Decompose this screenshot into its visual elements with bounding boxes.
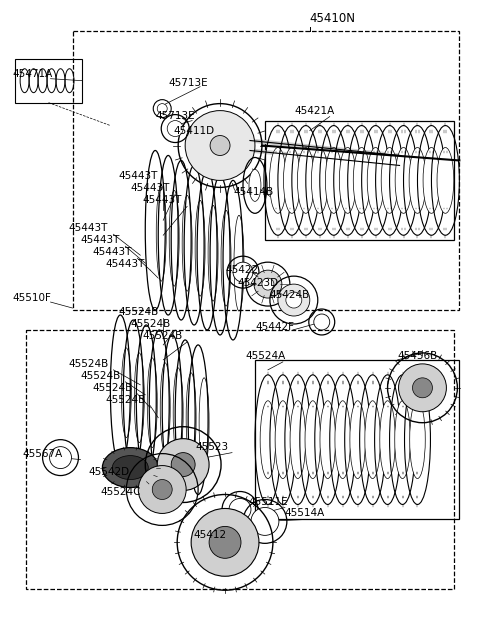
Text: 45411D: 45411D <box>173 126 214 135</box>
Ellipse shape <box>395 147 412 213</box>
Text: 45524B: 45524B <box>69 359 109 369</box>
Text: 45443T: 45443T <box>93 247 132 257</box>
Ellipse shape <box>381 147 398 213</box>
Ellipse shape <box>286 292 302 308</box>
Text: 45511E: 45511E <box>248 497 288 508</box>
Text: 45442F: 45442F <box>255 322 294 332</box>
Text: 45471A: 45471A <box>12 69 53 79</box>
Ellipse shape <box>102 447 158 488</box>
Text: 45422: 45422 <box>225 265 258 275</box>
Text: 45542D: 45542D <box>88 467 130 476</box>
Ellipse shape <box>251 508 279 535</box>
Ellipse shape <box>138 465 186 513</box>
Text: 45514A: 45514A <box>285 508 325 519</box>
Ellipse shape <box>367 147 384 213</box>
Text: 45443T: 45443T <box>106 259 145 269</box>
Bar <box>15 59 83 103</box>
Text: 45523: 45523 <box>195 442 228 452</box>
Text: 45421A: 45421A <box>295 106 335 115</box>
Ellipse shape <box>209 526 241 558</box>
Ellipse shape <box>191 508 259 576</box>
Ellipse shape <box>229 499 251 520</box>
Text: 45713E: 45713E <box>155 111 195 121</box>
Ellipse shape <box>423 147 440 213</box>
Text: 45524B: 45524B <box>93 383 132 393</box>
Text: 45524B: 45524B <box>106 395 145 404</box>
Text: 45524B: 45524B <box>130 319 170 329</box>
Text: 45443T: 45443T <box>69 223 108 233</box>
Ellipse shape <box>157 104 167 113</box>
Ellipse shape <box>353 147 370 213</box>
Text: 45424B: 45424B <box>270 290 310 300</box>
Ellipse shape <box>112 456 148 479</box>
Ellipse shape <box>314 314 330 330</box>
Text: 45713E: 45713E <box>168 78 208 88</box>
Ellipse shape <box>365 401 380 479</box>
Ellipse shape <box>167 121 183 137</box>
Ellipse shape <box>339 147 356 213</box>
Text: 45410N: 45410N <box>310 12 356 26</box>
Ellipse shape <box>398 364 446 412</box>
Ellipse shape <box>335 401 350 479</box>
Text: 45414B: 45414B <box>233 187 273 197</box>
Ellipse shape <box>437 147 454 213</box>
Ellipse shape <box>249 169 261 201</box>
Text: 45443T: 45443T <box>142 196 181 205</box>
Text: 45412: 45412 <box>193 530 226 540</box>
Ellipse shape <box>157 438 209 490</box>
Ellipse shape <box>49 447 72 469</box>
Text: 45567A: 45567A <box>23 449 63 458</box>
Ellipse shape <box>380 401 396 479</box>
Ellipse shape <box>409 147 426 213</box>
Ellipse shape <box>185 111 255 180</box>
Ellipse shape <box>278 284 310 316</box>
Text: 45524A: 45524A <box>245 351 285 361</box>
Ellipse shape <box>325 147 342 213</box>
Ellipse shape <box>275 401 291 479</box>
Text: 45524B: 45524B <box>81 371 120 381</box>
Ellipse shape <box>412 378 432 398</box>
Text: 45443T: 45443T <box>81 235 120 246</box>
Ellipse shape <box>233 262 253 282</box>
Text: 45524B: 45524B <box>119 307 158 317</box>
Ellipse shape <box>410 401 425 479</box>
Ellipse shape <box>305 401 321 479</box>
Text: 45443T: 45443T <box>119 171 158 181</box>
Ellipse shape <box>210 135 230 156</box>
Text: 45524B: 45524B <box>142 331 182 341</box>
Ellipse shape <box>350 401 365 479</box>
Ellipse shape <box>320 401 336 479</box>
Ellipse shape <box>171 453 195 476</box>
Text: 45524C: 45524C <box>100 487 141 497</box>
Ellipse shape <box>262 278 274 290</box>
Ellipse shape <box>152 479 172 499</box>
Ellipse shape <box>254 270 282 298</box>
Text: 45510F: 45510F <box>12 293 51 303</box>
Text: 45456B: 45456B <box>397 351 438 361</box>
Ellipse shape <box>312 147 328 213</box>
Ellipse shape <box>269 147 286 213</box>
Text: 45423D: 45423D <box>237 278 278 288</box>
Ellipse shape <box>395 401 410 479</box>
Ellipse shape <box>290 401 306 479</box>
Ellipse shape <box>284 147 300 213</box>
Ellipse shape <box>260 401 276 479</box>
Text: 45443T: 45443T <box>130 183 170 194</box>
Ellipse shape <box>298 147 314 213</box>
